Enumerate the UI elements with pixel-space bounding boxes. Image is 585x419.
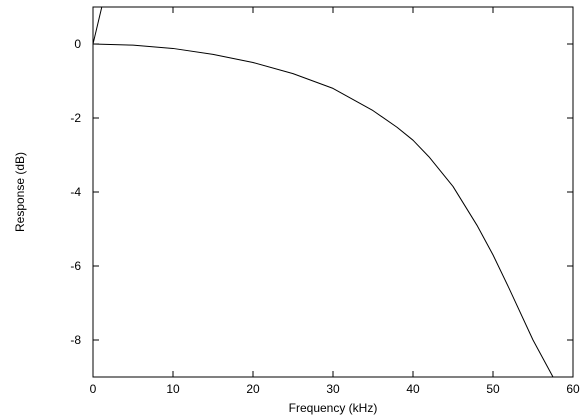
x-tick-label: 10 — [166, 382, 180, 396]
series-line-1 — [93, 43, 554, 377]
y-tick-label: -2 — [70, 111, 81, 125]
x-tick-label: 20 — [246, 382, 260, 396]
x-tick-label: 40 — [406, 382, 420, 396]
x-axis-label: Frequency (kHz) — [289, 401, 378, 415]
x-tick-label: 50 — [486, 382, 500, 396]
y-axis-label: Response (dB) — [13, 152, 27, 232]
series-line-2 — [93, 7, 103, 45]
series-layer — [93, 7, 554, 377]
x-tick-label: 0 — [90, 382, 97, 396]
y-tick-label: -8 — [70, 333, 81, 347]
x-tick-label: 60 — [566, 382, 580, 396]
y-tick-label: 0 — [74, 37, 81, 51]
y-tick-label: -4 — [70, 185, 81, 199]
x-axis-ticks: 0 10 20 30 40 50 60 — [90, 7, 580, 396]
plot-frame — [92, 6, 574, 378]
x-tick-label: 30 — [326, 382, 340, 396]
y-tick-label: -6 — [70, 259, 81, 273]
